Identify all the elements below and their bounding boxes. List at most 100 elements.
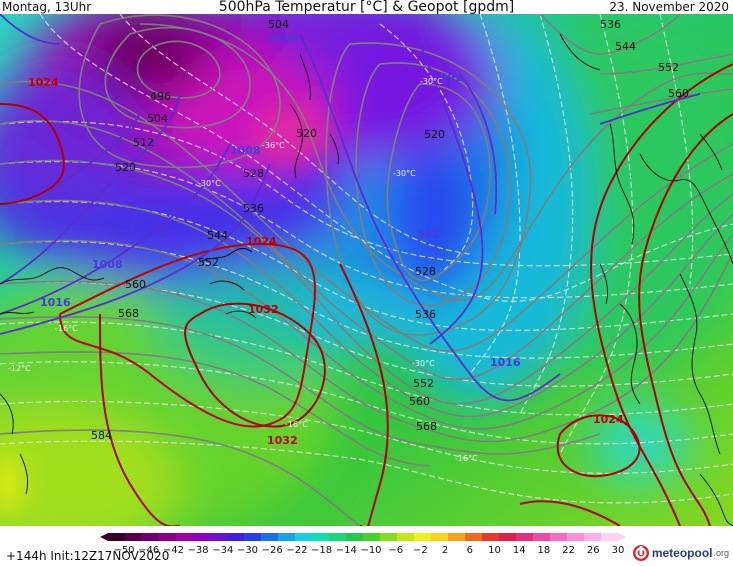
colorbar-swatch: [584, 533, 602, 541]
colorbar-swatch: [108, 533, 126, 541]
valid-time-label: Montag, 13Uhr: [2, 0, 92, 14]
colorbar-swatch: [601, 533, 619, 541]
meteopool-brand[interactable]: meteopool .org: [632, 544, 729, 562]
coastlines: [0, 33, 733, 526]
meteopool-logo-icon: [632, 545, 649, 561]
gph-label: 560: [409, 395, 430, 408]
colorbar-arrow-high: [618, 533, 626, 541]
colorbar-tick-label: 30: [612, 545, 625, 556]
colorbar-tick-label: −10: [360, 545, 381, 556]
isotherm-label: -30°C: [412, 359, 435, 368]
isobar-label: 1032: [267, 434, 298, 447]
colorbar-tick-label: −26: [262, 545, 283, 556]
colorbar-tick-label: 18: [538, 545, 551, 556]
pressure-isobars-low: [0, 14, 701, 402]
colorbar-tick-label: 14: [513, 545, 526, 556]
gph-label: 504: [268, 18, 289, 31]
isobar-label: 1024: [28, 76, 59, 89]
map-title: 500hPa Temperatur [°C] & Geopot [gpdm]: [218, 0, 515, 15]
isobar-label: 1032: [248, 303, 279, 316]
colorbar-swatch: [448, 533, 466, 541]
gph-label: 512: [133, 136, 154, 149]
colorbar-swatch: [567, 533, 585, 541]
colorbar-swatch: [465, 533, 483, 541]
colorbar-swatch: [278, 533, 296, 541]
colorbar-tick-label: −46: [138, 545, 159, 556]
colorbar-swatch: [295, 533, 313, 541]
isobar-label: 1016: [490, 356, 521, 369]
colorbar-swatch: [329, 533, 347, 541]
forecast-run-info: +144h Init:12Z17NOV2020: [6, 549, 170, 563]
colorbar-swatch: [142, 533, 160, 541]
isobar-label: 1024: [246, 235, 277, 248]
geopotential-labels: 504 496 504 512 520 528 536 544 552 560 …: [91, 18, 689, 442]
colorbar-swatch: [346, 533, 364, 541]
gph-label: 536: [243, 202, 264, 215]
pressure-labels: 1024 1024 1032 1032 1024 1008 1016 1016 …: [28, 32, 624, 447]
colorbar-swatch: [482, 533, 500, 541]
isotherm-label: -16°C: [55, 324, 78, 333]
colorbar-swatch: [499, 533, 517, 541]
isobar-label: 1000: [268, 32, 299, 45]
colorbar-tick-label: −18: [311, 545, 332, 556]
isobar-label: 992: [417, 228, 440, 241]
isobar-label: 1008: [92, 258, 123, 271]
gph-label: 568: [416, 420, 437, 433]
colorbar-swatch: [550, 533, 568, 541]
pressure-isobars: [0, 63, 733, 526]
gph-label: 496: [150, 90, 171, 103]
colorbar-tick-labels: −50 −46 −42 −38 −34 −30 −26 −22 −18 −14 −10 −6 −2 2 6 1…: [113, 545, 624, 556]
colorbar-tick-label: 22: [562, 545, 575, 556]
colorbar-swatch: [125, 533, 143, 541]
gph-label: 584: [91, 429, 112, 442]
temperature-isotherms: [0, 14, 733, 504]
isotherm-label: -30°C: [198, 179, 221, 188]
colorbar-swatch: [414, 533, 432, 541]
colorbar-swatch: [244, 533, 262, 541]
colorbar-tick-label: 26: [587, 545, 600, 556]
gph-label: 544: [207, 229, 228, 242]
brand-suffix: .org: [713, 548, 729, 558]
colorbar-tick-label: −42: [163, 545, 184, 556]
colorbar-tick-label: −34: [212, 545, 233, 556]
brand-name: meteopool: [651, 546, 713, 560]
isotherm-label: -36°C: [262, 141, 285, 150]
colorbar-tick-label: −6: [388, 545, 403, 556]
colorbar-swatch: [261, 533, 279, 541]
gph-label: 552: [198, 256, 219, 269]
isotherm-label: -30°C: [420, 77, 443, 86]
gph-label: 568: [118, 307, 139, 320]
gph-label: 536: [415, 308, 436, 321]
colorbar-tick-label: −50: [113, 545, 134, 556]
temperature-labels: -36°C -30°C -30°C -30°C -16°C -12°C -16°…: [8, 77, 478, 463]
colorbar-swatch: [210, 533, 228, 541]
colorbar-tick-label: 6: [467, 545, 473, 556]
colorbar-arrow-low: [100, 533, 108, 541]
colorbar-swatch: [193, 533, 211, 541]
colorbar-tick-label: −38: [188, 545, 209, 556]
colorbar-swatch: [363, 533, 381, 541]
isotherm-label: -16°C: [285, 420, 308, 429]
weather-map: 504 496 504 512 520 528 536 544 552 560 …: [0, 14, 733, 526]
colorbar-swatch: [159, 533, 177, 541]
gph-label: 504: [147, 112, 168, 125]
colorbar-swatch: [397, 533, 415, 541]
map-footer: −50 −46 −42 −38 −34 −30 −26 −22 −18 −14 −10 −6 −2 2 6 1…: [0, 526, 733, 566]
colorbar-swatch: [431, 533, 449, 541]
gph-label: 520: [115, 161, 136, 174]
colorbar-swatch: [176, 533, 194, 541]
colorbar-tick-label: −30: [237, 545, 258, 556]
gph-label: 520: [296, 127, 317, 140]
gph-label: 552: [658, 61, 679, 74]
colorbar-swatch: [533, 533, 551, 541]
gph-label: 528: [415, 265, 436, 278]
isotherm-label: -16°C: [455, 454, 478, 463]
colorbar-swatch: [380, 533, 398, 541]
colorbar-swatches: [100, 533, 626, 541]
colorbar-swatch: [227, 533, 245, 541]
gph-label: 520: [424, 128, 445, 141]
map-date: 23. November 2020: [609, 0, 729, 14]
isobar-label: 1016: [40, 296, 71, 309]
isotherm-label: -12°C: [8, 364, 31, 373]
